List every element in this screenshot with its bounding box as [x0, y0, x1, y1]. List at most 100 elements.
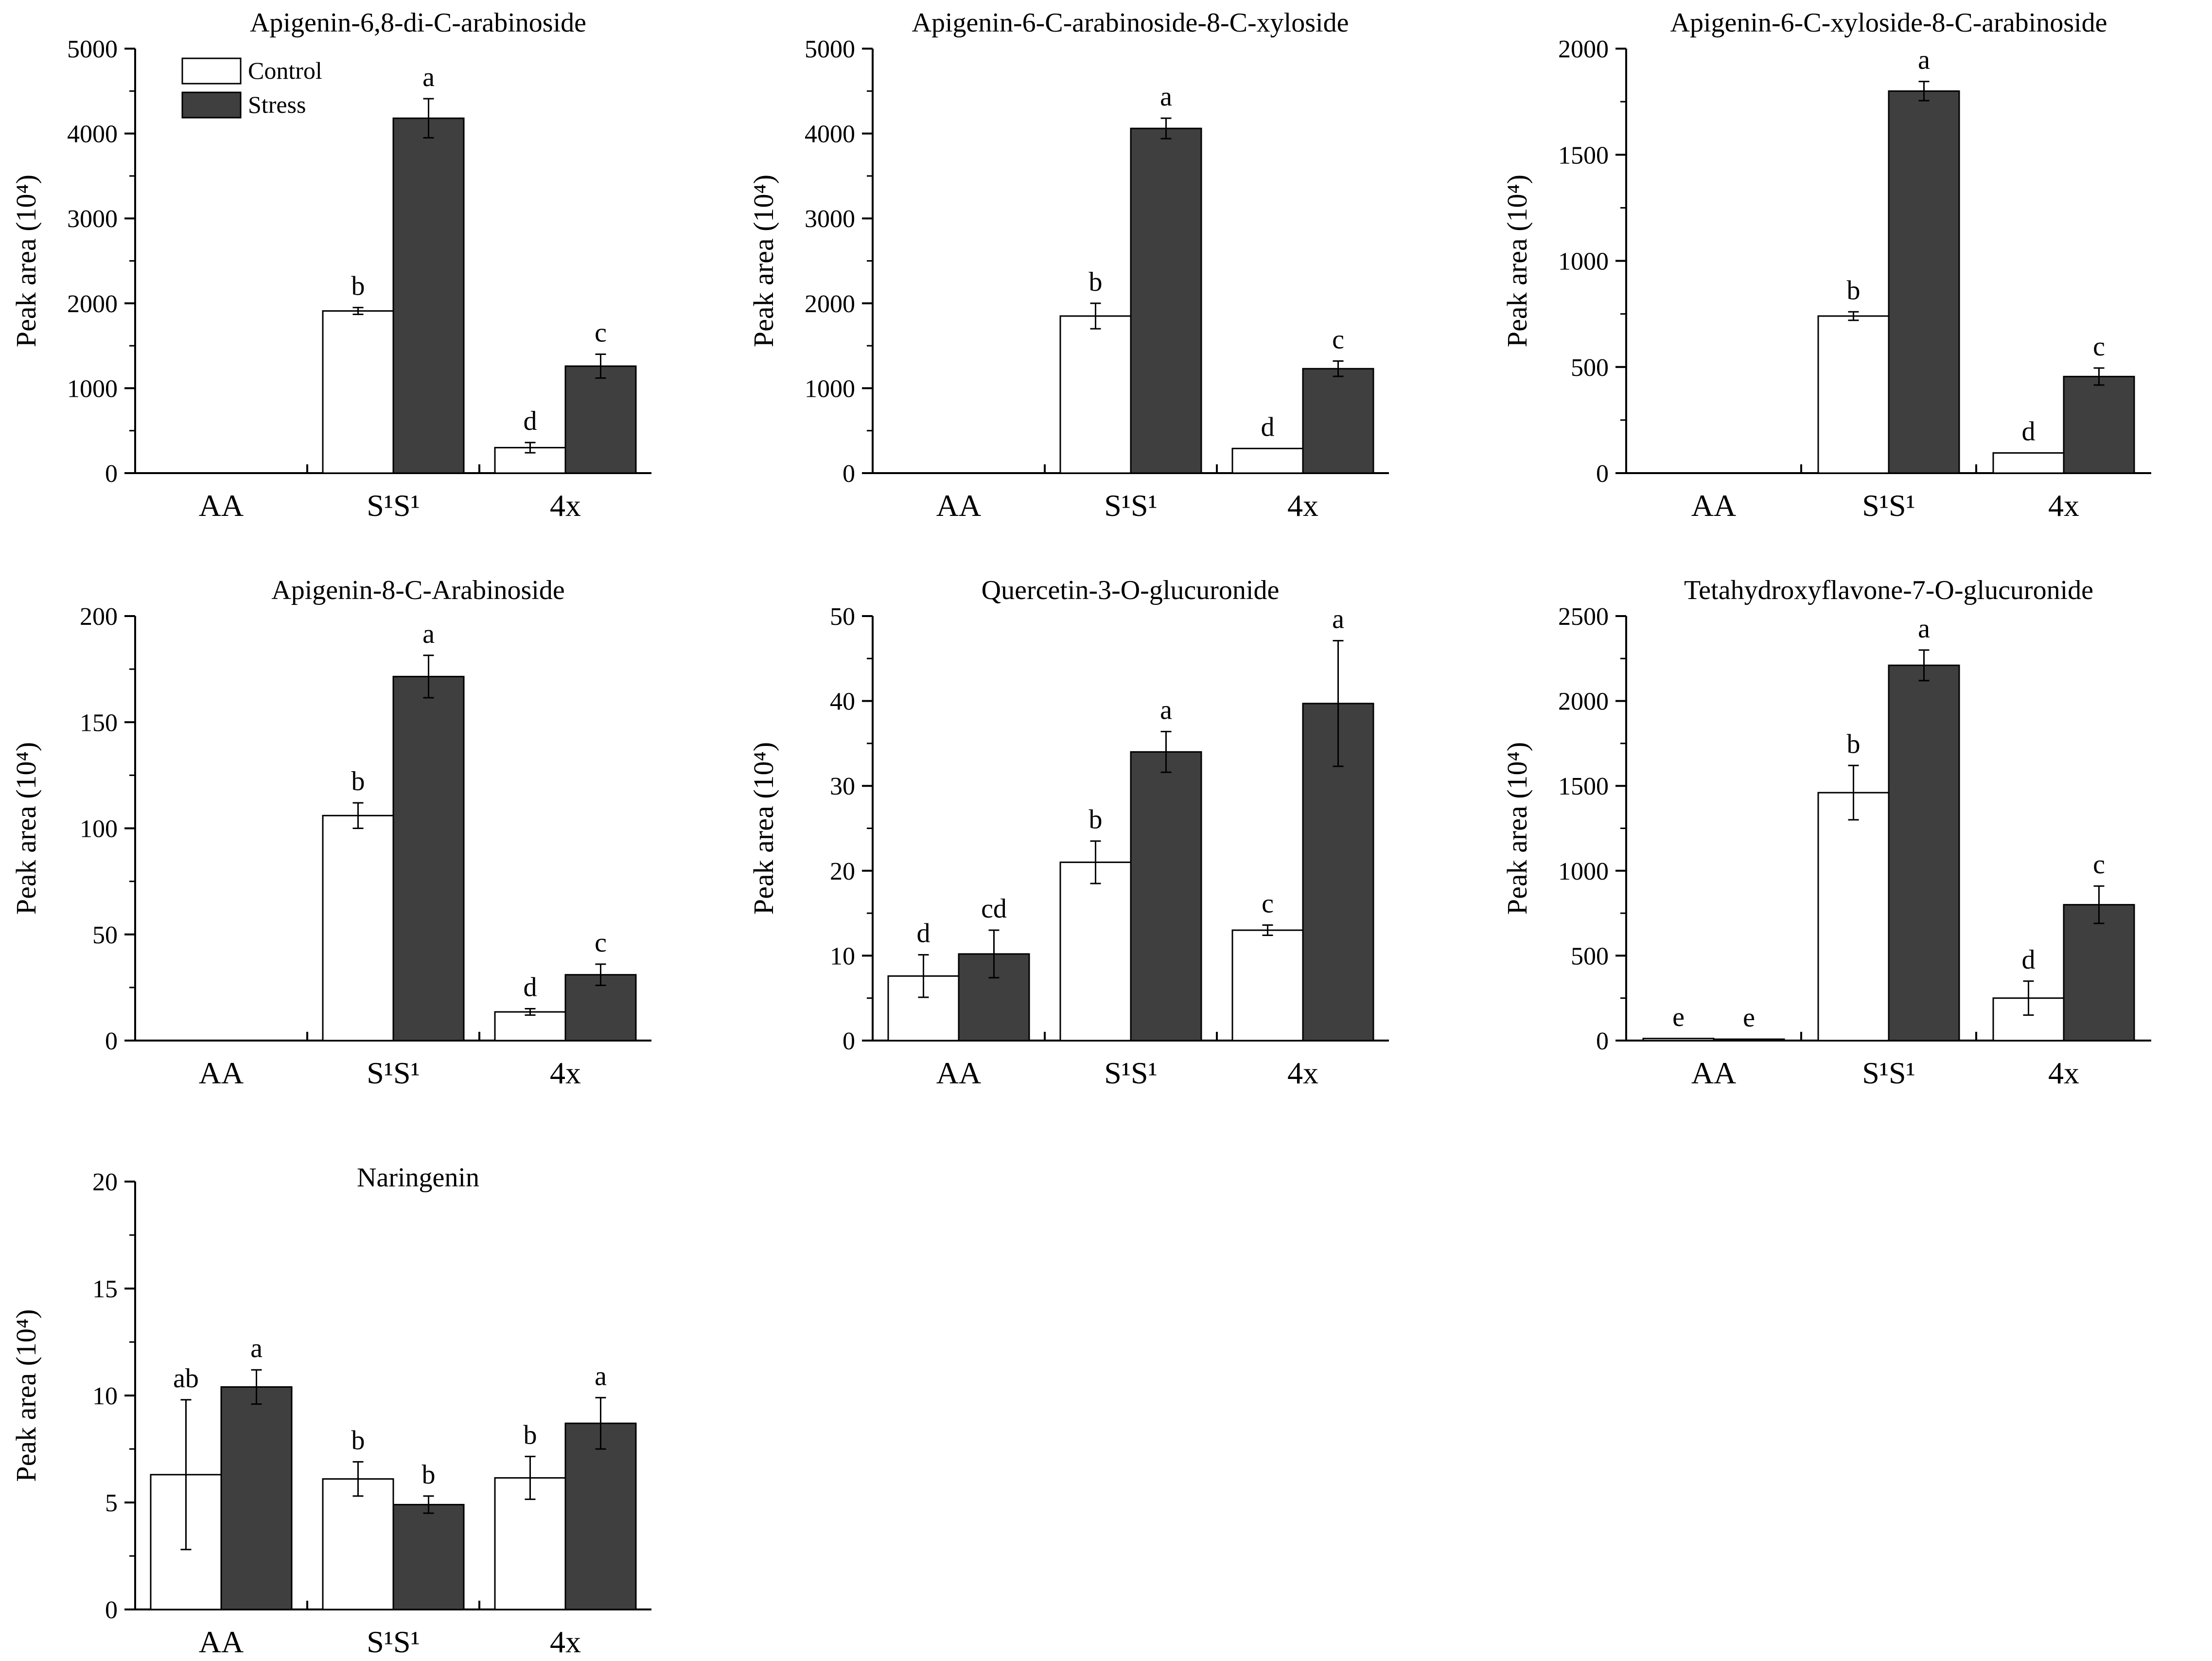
stress-bar: [220, 1386, 293, 1610]
y-tick-label: 5: [105, 1489, 118, 1517]
y-tick-label: 5000: [67, 35, 118, 63]
significance-letter: a: [250, 1333, 263, 1363]
stress-bar: [392, 117, 465, 474]
y-axis-label: Peak area (10⁴): [1501, 742, 1533, 915]
x-tick-label: S¹S¹: [367, 1625, 420, 1659]
y-tick-label: 10: [830, 942, 855, 970]
significance-letter: a: [1332, 604, 1344, 635]
y-tick-label: 0: [1596, 1027, 1609, 1055]
stress-bar: [1130, 127, 1202, 474]
significance-letter: a: [1918, 45, 1930, 75]
stress-bar: [2063, 375, 2135, 474]
chart-panel-6: Tetahydroxyflavone-7-O-glucuronide 0 500 10…: [1501, 575, 2151, 1090]
y-tick-label: 2000: [1558, 688, 1609, 716]
control-bar: [1059, 315, 1132, 474]
y-tick-label: 100: [80, 815, 118, 843]
y-tick-label: 0: [843, 1027, 855, 1055]
y-tick-label: 1000: [67, 375, 118, 403]
chart-panel-1: Apigenin-6,8-di-C-arabinoside 0 1000 2000 30…: [10, 8, 651, 523]
y-tick-label: 20: [92, 1168, 118, 1196]
stress-bar: [2063, 904, 2135, 1042]
stress-bar: [1713, 1038, 1785, 1042]
x-tick-label: S¹S¹: [367, 488, 420, 523]
y-tick-label: 0: [105, 1596, 118, 1624]
y-tick-label: 20: [830, 858, 855, 885]
significance-letter: b: [351, 766, 365, 796]
y-axis-label: Peak area (10⁴): [748, 175, 779, 347]
control-bar: [322, 310, 394, 474]
y-tick-label: 0: [1596, 460, 1609, 488]
significance-letter: b: [1089, 805, 1103, 835]
significance-letter: c: [595, 928, 607, 958]
y-tick-label: 3000: [805, 205, 855, 233]
chart-title: Quercetin-3-O-glucuronide: [982, 575, 1280, 605]
x-tick-label: AA: [199, 1056, 244, 1090]
x-tick-label: 4x: [550, 488, 581, 523]
significance-letter: b: [351, 271, 365, 301]
significance-letter: a: [422, 62, 435, 92]
chart-panel-2: Apigenin-6-C-arabinoside-8-C-xyloside 0 10…: [748, 8, 1389, 523]
control-bar: [1059, 861, 1132, 1042]
y-axis-label: Peak area (10⁴): [1501, 175, 1533, 347]
y-tick-label: 2000: [805, 290, 855, 318]
y-tick-label: 0: [843, 460, 855, 488]
stress-bar: [564, 1422, 637, 1610]
chart-title: Apigenin-6-C-xyloside-8-C-arabinoside: [1670, 8, 2107, 38]
significance-letter: d: [1261, 412, 1275, 442]
y-tick-label: 500: [1571, 354, 1609, 382]
y-tick-label: 2000: [67, 290, 118, 318]
significance-letter: d: [524, 406, 537, 436]
y-tick-label: 40: [830, 688, 855, 716]
significance-letter: a: [422, 619, 435, 649]
significance-letter: cd: [981, 894, 1007, 924]
chart-title: Apigenin-6,8-di-C-arabinoside: [250, 8, 586, 38]
y-tick-label: 50: [830, 603, 855, 631]
y-axis-label: Peak area (10⁴): [748, 742, 779, 915]
control-bar: [1231, 929, 1304, 1042]
significance-letter: c: [2093, 849, 2105, 880]
significance-letter: a: [1160, 695, 1172, 725]
y-tick-label: 4000: [805, 121, 855, 148]
y-tick-label: 50: [92, 921, 118, 949]
y-tick-label: 1000: [1558, 248, 1609, 276]
legend-control-label: Control: [248, 57, 322, 84]
stress-bar: [1130, 751, 1202, 1042]
y-tick-label: 10: [92, 1382, 118, 1410]
y-tick-label: 15: [92, 1275, 118, 1303]
control-bar: [494, 1011, 566, 1042]
stress-bar: [392, 1503, 465, 1610]
x-tick-label: AA: [1691, 1056, 1736, 1090]
x-tick-label: AA: [936, 1056, 981, 1090]
significance-letter: b: [524, 1420, 537, 1450]
stress-bar: [392, 675, 465, 1042]
x-tick-label: AA: [936, 488, 981, 523]
significance-letter: b: [1089, 267, 1103, 297]
x-tick-label: S¹S¹: [1104, 1056, 1158, 1090]
y-axis-label: Peak area (10⁴): [10, 175, 42, 347]
x-tick-label: AA: [1691, 488, 1736, 523]
significance-letter: c: [595, 318, 607, 348]
x-tick-label: S¹S¹: [1104, 488, 1158, 523]
significance-letter: a: [1918, 614, 1930, 644]
y-tick-label: 500: [1571, 942, 1609, 970]
legend-control-swatch: [181, 57, 242, 85]
x-tick-label: AA: [199, 1625, 244, 1659]
control-bar: [1642, 1038, 1715, 1042]
y-tick-label: 2000: [1558, 35, 1609, 63]
significance-letter: d: [917, 919, 930, 949]
stress-bar: [564, 365, 637, 474]
y-tick-label: 1000: [1558, 858, 1609, 885]
x-tick-label: S¹S¹: [1862, 488, 1915, 523]
y-tick-label: 200: [80, 603, 118, 631]
y-tick-label: 1500: [1558, 141, 1609, 169]
y-tick-label: 4000: [67, 121, 118, 148]
significance-letter: b: [351, 1425, 365, 1455]
significance-letter: b: [422, 1460, 436, 1490]
stress-bar: [1888, 664, 1960, 1042]
stress-bar: [1888, 90, 1960, 474]
control-bar: [1231, 447, 1304, 474]
y-axis-label: Peak area (10⁴): [10, 1309, 42, 1482]
control-bar: [1817, 315, 1890, 474]
significance-letter: c: [1262, 889, 1274, 919]
